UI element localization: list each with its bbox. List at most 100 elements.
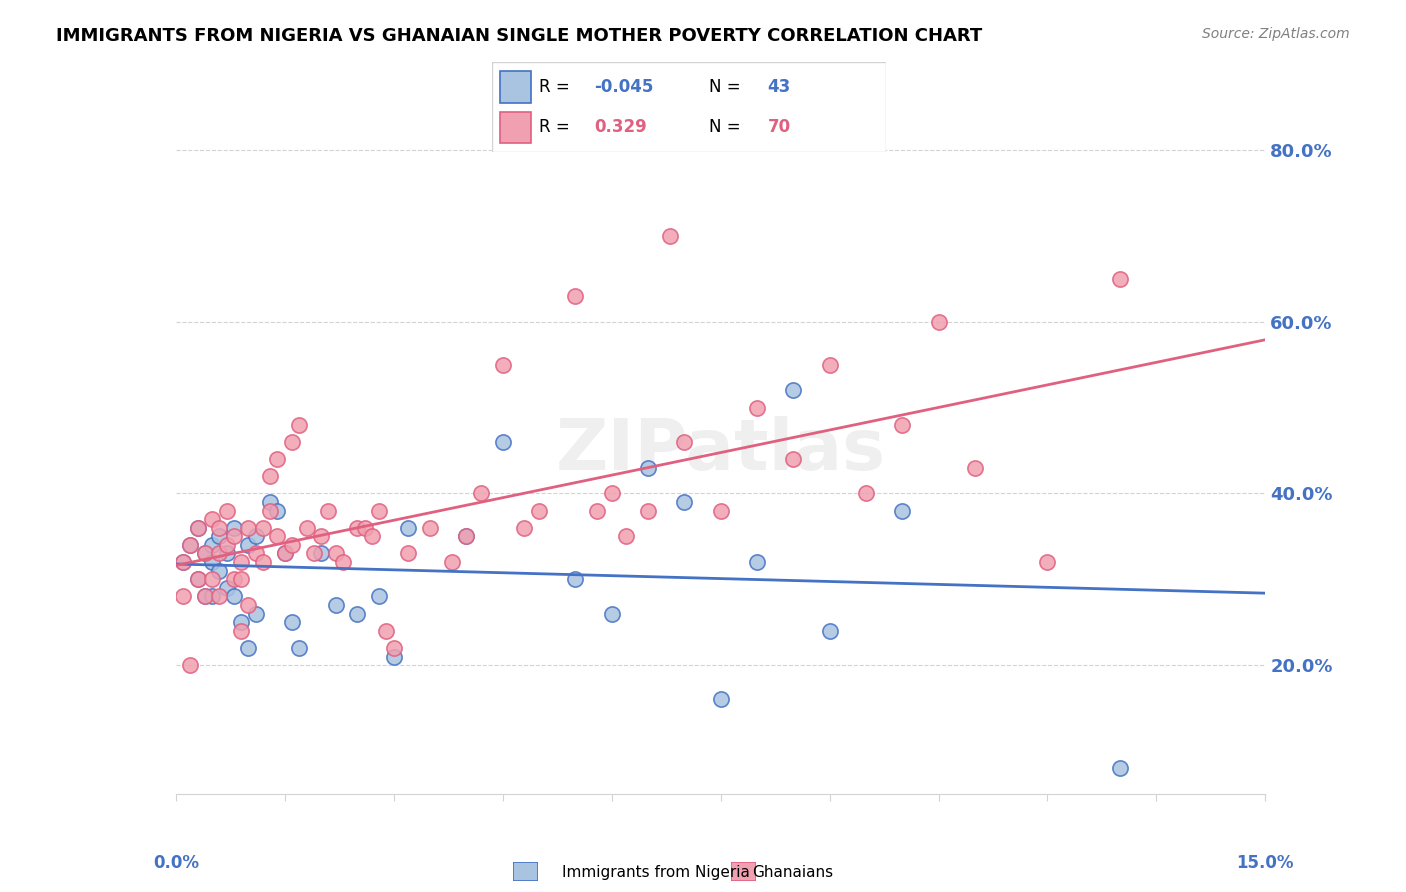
FancyBboxPatch shape xyxy=(492,62,886,152)
Point xyxy=(325,598,347,612)
Point xyxy=(266,503,288,517)
Point xyxy=(332,555,354,569)
Point xyxy=(231,572,253,586)
Point xyxy=(222,572,245,586)
Point xyxy=(710,503,733,517)
Point xyxy=(208,564,231,578)
Point xyxy=(172,555,194,569)
Point xyxy=(288,417,311,432)
Point xyxy=(186,572,209,586)
Point xyxy=(710,692,733,706)
Point xyxy=(208,529,231,543)
Point xyxy=(238,640,260,655)
Point xyxy=(281,615,304,630)
Point xyxy=(274,546,297,561)
Point xyxy=(891,503,914,517)
Point xyxy=(818,358,841,372)
Point xyxy=(375,624,398,638)
Point xyxy=(564,289,586,303)
Point xyxy=(266,529,288,543)
Point xyxy=(368,590,391,604)
Point xyxy=(396,521,419,535)
Point xyxy=(891,417,914,432)
Point xyxy=(745,401,768,415)
Text: 0.329: 0.329 xyxy=(595,118,647,136)
Point xyxy=(238,521,260,535)
Point xyxy=(274,546,297,561)
Point xyxy=(179,658,201,673)
Point xyxy=(201,555,224,569)
Point xyxy=(259,495,281,509)
Point xyxy=(172,555,194,569)
Point xyxy=(245,607,267,621)
FancyBboxPatch shape xyxy=(501,71,531,103)
Text: 15.0%: 15.0% xyxy=(1237,854,1294,872)
Point xyxy=(673,495,696,509)
Point xyxy=(564,572,586,586)
Point xyxy=(855,486,877,500)
Text: R =: R = xyxy=(540,78,575,96)
Point xyxy=(396,546,419,561)
Point xyxy=(382,649,405,664)
Point xyxy=(186,572,209,586)
Point xyxy=(1036,555,1059,569)
Point xyxy=(637,460,659,475)
Point xyxy=(513,521,536,535)
Point xyxy=(673,434,696,449)
Point xyxy=(346,521,368,535)
Text: Source: ZipAtlas.com: Source: ZipAtlas.com xyxy=(1202,27,1350,41)
Point xyxy=(302,546,325,561)
Point xyxy=(658,228,681,243)
Point xyxy=(325,546,347,561)
Point xyxy=(637,503,659,517)
Point xyxy=(252,555,274,569)
Text: IMMIGRANTS FROM NIGERIA VS GHANAIAN SINGLE MOTHER POVERTY CORRELATION CHART: IMMIGRANTS FROM NIGERIA VS GHANAIAN SING… xyxy=(56,27,983,45)
Point xyxy=(179,538,201,552)
Point xyxy=(194,546,217,561)
Point xyxy=(456,529,478,543)
Point xyxy=(368,503,391,517)
Point xyxy=(201,590,224,604)
Text: R =: R = xyxy=(540,118,581,136)
Point xyxy=(259,469,281,483)
Point xyxy=(186,521,209,535)
Point xyxy=(419,521,441,535)
Point xyxy=(963,460,986,475)
Point xyxy=(382,640,405,655)
Point xyxy=(222,590,245,604)
FancyBboxPatch shape xyxy=(513,862,538,881)
Point xyxy=(179,538,201,552)
Text: 0.0%: 0.0% xyxy=(153,854,198,872)
Point xyxy=(288,640,311,655)
Point xyxy=(309,546,332,561)
Point xyxy=(782,452,804,467)
Point xyxy=(1109,761,1132,775)
Point xyxy=(614,529,637,543)
Point xyxy=(238,538,260,552)
Point xyxy=(231,555,253,569)
Text: N =: N = xyxy=(709,78,745,96)
Point xyxy=(215,503,238,517)
Point xyxy=(586,503,609,517)
Point xyxy=(201,538,224,552)
Point xyxy=(222,521,245,535)
Point xyxy=(259,503,281,517)
Point xyxy=(252,521,274,535)
Point xyxy=(818,624,841,638)
Point xyxy=(492,358,515,372)
Point xyxy=(194,546,217,561)
Point xyxy=(360,529,382,543)
Point xyxy=(208,546,231,561)
Point xyxy=(231,615,253,630)
Text: 43: 43 xyxy=(768,78,792,96)
Point xyxy=(208,521,231,535)
Point xyxy=(318,503,340,517)
Point xyxy=(172,590,194,604)
Point xyxy=(295,521,318,535)
Point xyxy=(186,521,209,535)
Point xyxy=(222,529,245,543)
Text: ZIPatlas: ZIPatlas xyxy=(555,416,886,485)
Point xyxy=(194,590,217,604)
Point xyxy=(281,538,304,552)
Point xyxy=(208,590,231,604)
